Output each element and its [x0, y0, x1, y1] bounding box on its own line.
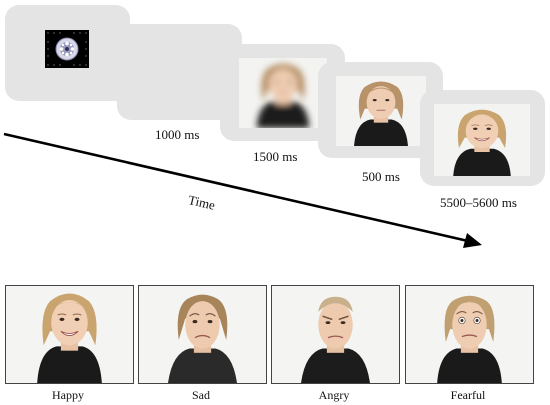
emotion-label-happy: Happy [52, 388, 84, 402]
duration-label-blurred: 1500 ms [253, 149, 298, 164]
emotion-face-fearful [405, 285, 534, 384]
blurred-face-photo [239, 58, 327, 128]
neutral-face-screen [318, 62, 443, 158]
emotional-face-screen [420, 90, 545, 186]
emotional-face-photo [434, 104, 530, 176]
emotion-label-sad: Sad [192, 388, 210, 402]
emotion-face-sad [138, 285, 267, 384]
duration-label-neutral: 500 ms [362, 169, 400, 184]
duration-label-blank: 1000 ms [155, 127, 200, 142]
neutral-face-photo [336, 76, 426, 146]
fixation-mandala-icon [45, 30, 89, 68]
duration-label-emotional: 5500–5600 ms [440, 195, 517, 210]
emotion-face-happy [5, 285, 134, 384]
emotion-label-angry: Angry [318, 388, 350, 402]
emotion-face-angry [271, 285, 400, 384]
time-arrow [3, 132, 482, 248]
fixation-screen [5, 5, 130, 101]
emotion-label-fearful: Fearful [450, 388, 486, 402]
